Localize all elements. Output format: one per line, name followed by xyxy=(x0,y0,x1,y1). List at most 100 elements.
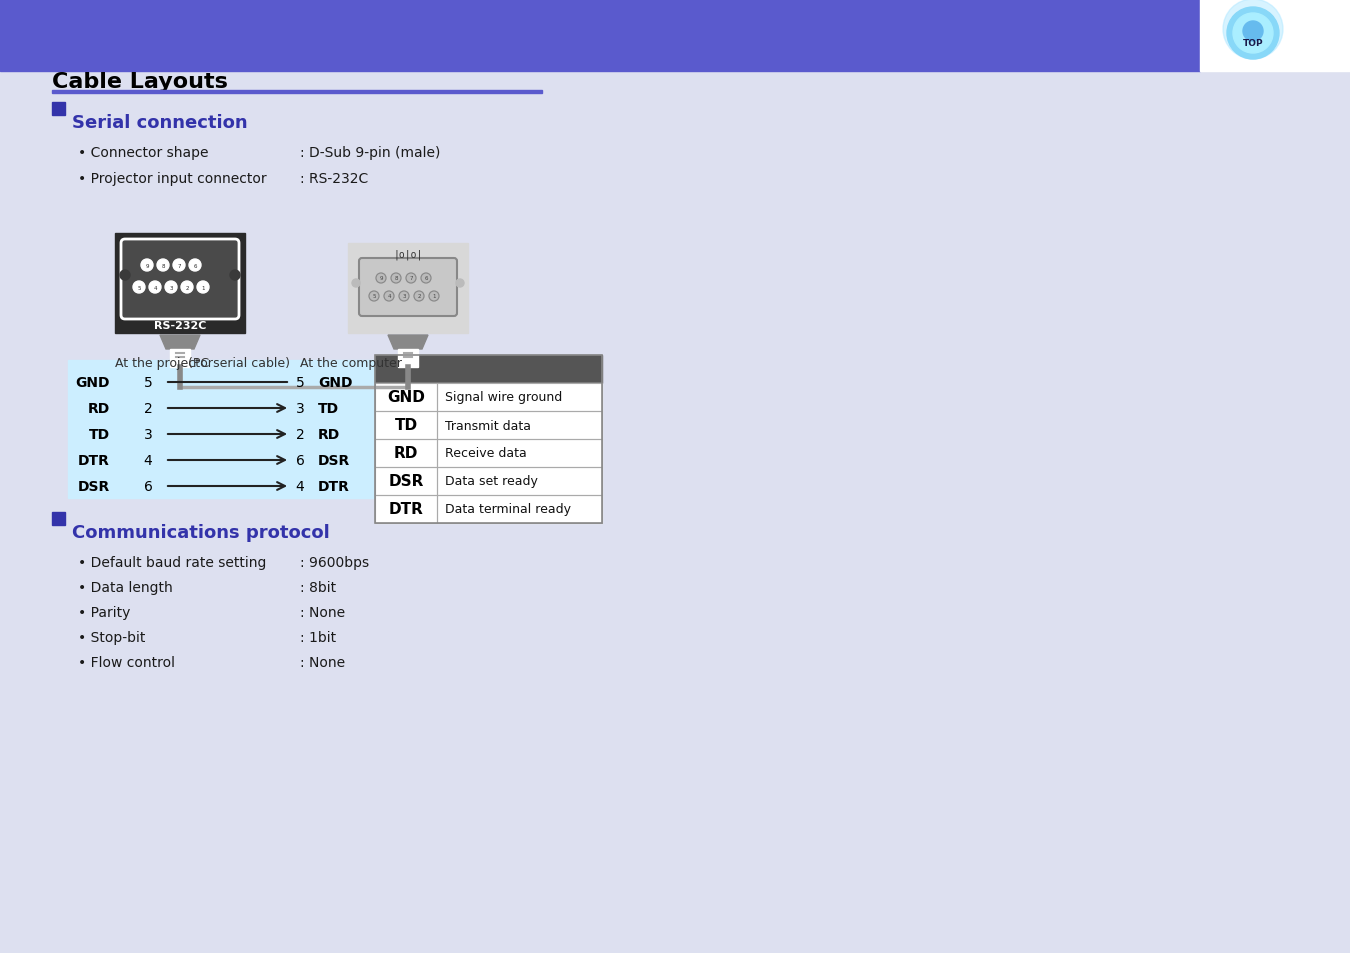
Text: RD: RD xyxy=(319,428,340,441)
Bar xyxy=(375,412,437,439)
Text: GND: GND xyxy=(76,375,109,390)
Polygon shape xyxy=(161,335,200,350)
Text: DTR: DTR xyxy=(78,454,109,468)
Circle shape xyxy=(369,292,379,302)
Text: Serial connection: Serial connection xyxy=(72,113,247,132)
Bar xyxy=(375,355,602,384)
Bar xyxy=(375,439,602,468)
Text: • Projector input connector: • Projector input connector xyxy=(78,172,266,186)
Text: • Stop-bit: • Stop-bit xyxy=(78,630,146,644)
Bar xyxy=(170,350,190,368)
Text: 6: 6 xyxy=(193,263,197,268)
Bar xyxy=(53,103,65,116)
Text: 2: 2 xyxy=(185,285,189,291)
Circle shape xyxy=(352,280,360,288)
Circle shape xyxy=(400,292,409,302)
Text: TD: TD xyxy=(319,401,339,416)
Text: 4: 4 xyxy=(387,294,390,299)
Text: RS-232C: RS-232C xyxy=(154,320,207,331)
Text: 3: 3 xyxy=(143,428,153,441)
Text: 6: 6 xyxy=(424,276,428,281)
Text: : None: : None xyxy=(300,656,346,669)
Circle shape xyxy=(189,260,201,272)
Bar xyxy=(437,412,602,439)
Bar xyxy=(1200,0,1350,71)
Circle shape xyxy=(1243,22,1264,42)
Text: 2: 2 xyxy=(143,401,153,416)
Text: 4: 4 xyxy=(296,479,304,494)
Bar xyxy=(115,233,244,334)
Text: DSR: DSR xyxy=(389,474,424,489)
Text: TOP: TOP xyxy=(1243,39,1264,49)
Bar xyxy=(375,439,437,468)
Circle shape xyxy=(1227,8,1278,60)
Bar xyxy=(375,355,602,523)
Text: 5: 5 xyxy=(296,375,304,390)
Circle shape xyxy=(230,271,240,281)
Circle shape xyxy=(406,274,416,284)
Text: GND: GND xyxy=(319,375,352,390)
Bar xyxy=(375,384,602,412)
Circle shape xyxy=(377,274,386,284)
Text: At the computer: At the computer xyxy=(300,356,402,370)
Polygon shape xyxy=(387,335,428,350)
Text: 4: 4 xyxy=(154,285,157,291)
Text: At the projector: At the projector xyxy=(115,356,213,370)
Text: Transmit data: Transmit data xyxy=(446,419,531,432)
Text: Cable Layouts: Cable Layouts xyxy=(53,71,228,91)
Text: GND: GND xyxy=(387,390,425,405)
Text: 2: 2 xyxy=(296,428,304,441)
Text: Data set ready: Data set ready xyxy=(446,475,537,488)
Text: 4: 4 xyxy=(143,454,153,468)
Text: 9: 9 xyxy=(379,276,383,281)
Text: • Data length: • Data length xyxy=(78,580,173,595)
Circle shape xyxy=(414,292,424,302)
Bar xyxy=(375,468,437,496)
Circle shape xyxy=(1233,14,1273,54)
Circle shape xyxy=(134,282,144,294)
Text: 1: 1 xyxy=(432,294,436,299)
Text: 6: 6 xyxy=(296,454,305,468)
Text: • Flow control: • Flow control xyxy=(78,656,176,669)
Circle shape xyxy=(120,271,130,281)
Bar xyxy=(437,439,602,468)
Bar xyxy=(0,0,1200,71)
Bar xyxy=(375,496,602,523)
Text: 5: 5 xyxy=(373,294,375,299)
Circle shape xyxy=(181,282,193,294)
Text: : RS-232C: : RS-232C xyxy=(300,172,369,186)
Text: 7: 7 xyxy=(409,276,413,281)
Text: 8: 8 xyxy=(394,276,398,281)
Text: : 8bit: : 8bit xyxy=(300,580,336,595)
Circle shape xyxy=(197,282,209,294)
FancyBboxPatch shape xyxy=(122,240,239,319)
Circle shape xyxy=(157,260,169,272)
Text: 2: 2 xyxy=(417,294,421,299)
Circle shape xyxy=(421,274,431,284)
Bar xyxy=(53,513,65,525)
Text: Data terminal ready: Data terminal ready xyxy=(446,503,571,516)
Text: 5: 5 xyxy=(138,285,140,291)
Circle shape xyxy=(165,282,177,294)
Bar xyxy=(375,384,437,412)
Circle shape xyxy=(392,274,401,284)
Circle shape xyxy=(429,292,439,302)
Circle shape xyxy=(140,260,153,272)
Text: 3: 3 xyxy=(296,401,304,416)
Bar xyxy=(53,91,541,94)
Text: : None: : None xyxy=(300,605,346,619)
Bar xyxy=(375,496,437,523)
Text: • Connector shape: • Connector shape xyxy=(78,146,208,160)
Bar xyxy=(437,468,602,496)
Text: DTR: DTR xyxy=(319,479,350,494)
Circle shape xyxy=(456,280,464,288)
Text: Signal wire ground: Signal wire ground xyxy=(446,391,562,404)
Text: Communications protocol: Communications protocol xyxy=(72,523,329,541)
Circle shape xyxy=(173,260,185,272)
Text: : 9600bps: : 9600bps xyxy=(300,556,369,569)
Bar xyxy=(68,360,378,498)
Circle shape xyxy=(148,282,161,294)
Bar xyxy=(437,384,602,412)
Text: DTR: DTR xyxy=(389,502,424,517)
Text: 1: 1 xyxy=(201,285,205,291)
